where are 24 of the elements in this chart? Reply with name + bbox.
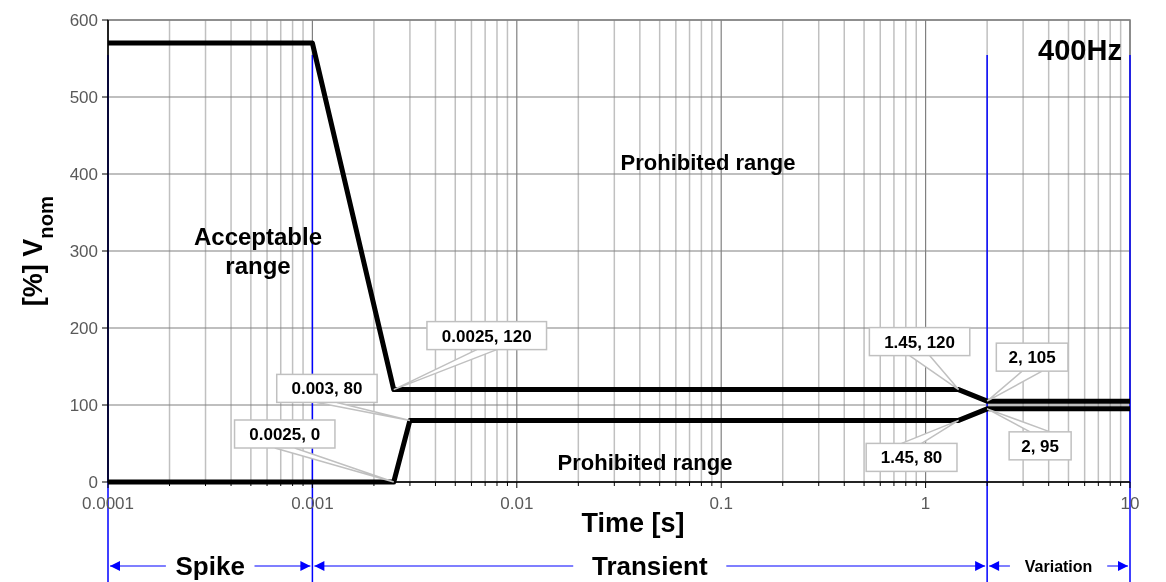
y-tick-label: 0 [88, 473, 98, 492]
x-tick-label: 1 [920, 494, 931, 513]
annotation: 400Hz [1038, 34, 1122, 66]
annotation: 0.0025, 120 [441, 326, 532, 346]
annotation: 2, 95 [1021, 436, 1060, 456]
annotation: 2, 105 [1008, 348, 1056, 368]
text: Transient [591, 551, 708, 582]
x-tick-label: 0.1 [709, 494, 734, 513]
x-tick-label: 0.01 [500, 494, 534, 513]
y-tick-label: 100 [69, 396, 98, 415]
annotation: Prohibited range [620, 150, 796, 175]
y-tick-label: 600 [69, 11, 98, 30]
x-axis-title: Time [s] [581, 508, 685, 538]
annotation: 1.45, 120 [884, 332, 956, 352]
annotation: 0.003, 80 [291, 379, 363, 399]
y-tick-label: 200 [69, 319, 98, 338]
y-tick-label: 300 [69, 242, 98, 261]
annotation: 0.0025, 0 [249, 425, 321, 444]
annotation: Prohibited range [557, 450, 733, 475]
y-tick-label: 400 [69, 165, 98, 184]
annotation: 1.45, 80 [880, 448, 943, 468]
text: Spike [175, 551, 245, 582]
text: Variation [1024, 557, 1093, 575]
y-tick-label: 500 [69, 88, 98, 107]
